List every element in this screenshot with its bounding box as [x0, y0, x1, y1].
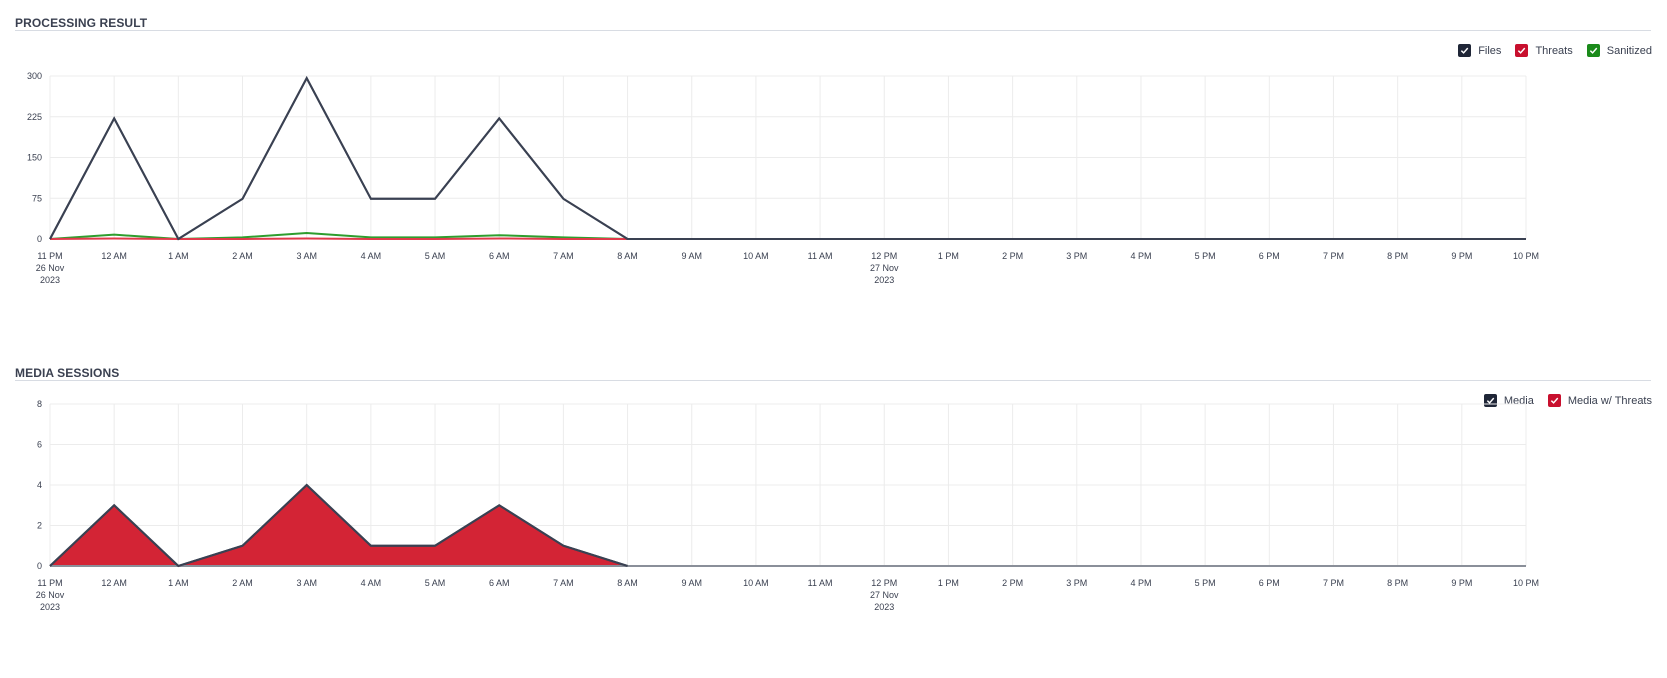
- x-tick-label: 12 PM: [871, 578, 897, 588]
- x-tick-label: 3 PM: [1066, 251, 1087, 261]
- x-tick-label: 7 PM: [1323, 251, 1344, 261]
- x-tick-label: 11 PM: [37, 251, 62, 261]
- checkbox-icon: [1458, 44, 1472, 57]
- legend-item-threats[interactable]: Threats: [1515, 44, 1573, 57]
- x-tick-label: 2023: [874, 602, 894, 612]
- section-title: PROCESSING RESULT: [15, 16, 148, 30]
- legend-label: Sanitized: [1606, 44, 1652, 57]
- x-tick-label: 6 PM: [1259, 578, 1280, 588]
- legend-item-media-with-threats[interactable]: Media w/ Threats: [1547, 394, 1652, 407]
- y-tick-label: 150: [27, 153, 42, 163]
- x-tick-label: 10 AM: [743, 251, 769, 261]
- legend-item-files[interactable]: Files: [1458, 44, 1501, 57]
- x-tick-label: 1 PM: [938, 251, 959, 261]
- section-divider: [15, 30, 1651, 31]
- x-tick-label: 12 AM: [101, 251, 127, 261]
- x-tick-label: 26 Nov: [36, 263, 65, 273]
- x-tick-label: 1 AM: [168, 251, 189, 261]
- x-tick-label: 8 PM: [1387, 251, 1408, 261]
- x-tick-label: 1 PM: [938, 578, 959, 588]
- series-line-media: [49, 483, 628, 568]
- series-line-files: [49, 76, 1526, 241]
- x-tick-label: 26 Nov: [36, 590, 65, 600]
- y-tick-label: 0: [37, 234, 42, 244]
- x-tick-label: 7 AM: [553, 251, 574, 261]
- media-sessions-chart: 0 2 4 6 8 11 PM 26 Nov 2023 12 AM 1 AM 2 AM 3 AM 4 A…: [36, 399, 1539, 612]
- x-tick-label: 2 AM: [232, 578, 253, 588]
- x-tick-label: 3 PM: [1066, 578, 1087, 588]
- x-tick-label: 2023: [40, 602, 60, 612]
- x-tick-label: 5 AM: [425, 251, 446, 261]
- x-tick-label: 10 AM: [743, 578, 769, 588]
- x-tick-label: 27 Nov: [870, 590, 899, 600]
- x-tick-label: 8 AM: [617, 251, 638, 261]
- checkbox-icon: [1515, 44, 1529, 57]
- y-tick-label: 6: [37, 440, 42, 450]
- x-tick-label: 5 PM: [1195, 251, 1216, 261]
- x-tick-label: 6 PM: [1259, 251, 1280, 261]
- y-tick-label: 225: [27, 112, 42, 122]
- legend-label: Threats: [1535, 44, 1573, 57]
- x-tick-label: 11 AM: [808, 578, 833, 588]
- y-tick-label: 300: [27, 71, 42, 81]
- x-tick-label: 2023: [874, 275, 894, 285]
- section-title: MEDIA SESSIONS: [15, 366, 120, 380]
- x-tick-label: 12 AM: [101, 578, 127, 588]
- processing-result-section: PROCESSING RESULT Files Threats Sanitize…: [0, 0, 1667, 330]
- y-tick-label: 2: [37, 521, 42, 531]
- x-tick-label: 4 PM: [1130, 251, 1151, 261]
- x-tick-label: 5 AM: [425, 578, 446, 588]
- x-tick-label: 3 AM: [296, 251, 317, 261]
- y-tick-label: 4: [37, 480, 42, 490]
- x-tick-label: 10 PM: [1513, 251, 1539, 261]
- grid: [49, 75, 1527, 240]
- x-tick-label: 6 AM: [489, 578, 510, 588]
- x-tick-label: 11 AM: [808, 251, 833, 261]
- x-tick-label: 5 PM: [1195, 578, 1216, 588]
- x-tick-label: 6 AM: [489, 251, 510, 261]
- x-tick-label: 8 AM: [617, 578, 638, 588]
- x-tick-label: 7 PM: [1323, 578, 1344, 588]
- legend-label: Files: [1478, 44, 1502, 57]
- x-tick-label: 9 PM: [1451, 251, 1472, 261]
- y-tick-label: 0: [37, 561, 42, 571]
- section-divider: [15, 380, 1651, 381]
- x-tick-label: 9 AM: [681, 251, 702, 261]
- x-tick-label: 2 PM: [1002, 251, 1023, 261]
- x-tick-label: 1 AM: [168, 578, 189, 588]
- x-tick-label: 2023: [40, 275, 60, 285]
- x-tick-label: 9 AM: [681, 578, 702, 588]
- x-tick-label: 2 PM: [1002, 578, 1023, 588]
- checkbox-icon: [1586, 44, 1600, 57]
- y-tick-label: 75: [32, 193, 42, 203]
- x-tick-label: 4 AM: [361, 578, 382, 588]
- x-tick-label: 4 PM: [1130, 578, 1151, 588]
- series-line-files: [49, 76, 1526, 241]
- legend-item-sanitized[interactable]: Sanitized: [1586, 44, 1652, 57]
- processing-result-chart: 0 75 150 225 300 11 PM 26 Nov 2023 12 AM 1 AM 2 AM…: [27, 71, 1539, 285]
- x-tick-label: 27 Nov: [870, 263, 899, 273]
- legend-label: Media w/ Threats: [1567, 394, 1652, 407]
- x-tick-label: 12 PM: [871, 251, 897, 261]
- y-tick-label: 8: [37, 399, 42, 409]
- x-tick-label: 3 AM: [296, 578, 317, 588]
- checkbox-icon: [1547, 394, 1561, 407]
- x-tick-label: 11 PM: [37, 578, 62, 588]
- x-tick-label: 4 AM: [361, 251, 382, 261]
- x-tick-label: 9 PM: [1451, 578, 1472, 588]
- x-tick-label: 7 AM: [553, 578, 574, 588]
- x-tick-label: 8 PM: [1387, 578, 1408, 588]
- x-tick-label: 2 AM: [232, 251, 253, 261]
- chart-legend: Files Threats Sanitized: [1444, 44, 1652, 57]
- x-tick-label: 10 PM: [1513, 578, 1539, 588]
